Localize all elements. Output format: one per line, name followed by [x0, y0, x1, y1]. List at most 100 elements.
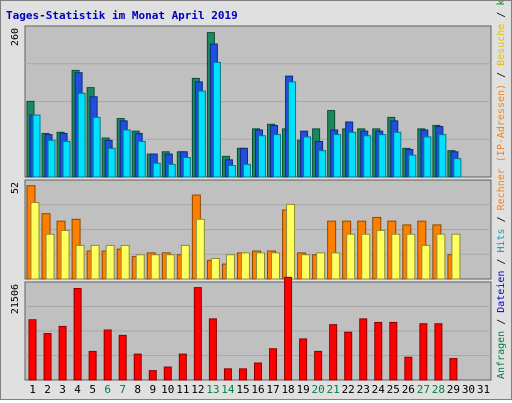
bar-hits-day-16 [257, 135, 266, 178]
x-label-day-11: 11 [176, 383, 189, 396]
bar-kb-f-day-1 [28, 319, 37, 381]
x-label-day-7: 7 [119, 383, 126, 396]
bar-kb-f-day-7 [118, 334, 127, 381]
bar-besuche-day-22 [346, 233, 356, 280]
x-label-day-27: 27 [417, 383, 430, 396]
bar-besuche-day-13 [210, 257, 220, 280]
x-axis-labels: 1 2 3 4 5 6 7 8 9 10 11 12 13 14 15 16 17 18 19 20 21 22 23 24 2… [29, 383, 490, 396]
x-label-day-30: 30 [462, 383, 475, 396]
legend-item: Hits [496, 228, 507, 252]
bar-besuche-day-2 [45, 233, 55, 280]
bar-besuche-day-15 [240, 252, 250, 280]
bar-kb-f-day-14 [223, 368, 232, 381]
bar-besuche-day-8 [135, 254, 145, 280]
x-label-day-4: 4 [74, 383, 81, 396]
bar-besuche-day-4 [75, 244, 85, 280]
x-label-day-28: 28 [432, 383, 445, 396]
bar-kb-f-day-18 [284, 276, 293, 381]
bar-besuche-day-1 [30, 202, 40, 280]
bar-besuche-day-18 [286, 203, 296, 280]
legend-item: Dateien [496, 271, 507, 313]
legend-separator: / [496, 66, 507, 84]
bar-kb-f-day-16 [254, 362, 262, 381]
bar-hits-day-21 [333, 134, 342, 178]
x-label-day-21: 21 [327, 383, 340, 396]
legend-separator: / [496, 313, 507, 331]
bar-besuche-day-16 [255, 252, 265, 280]
chart-title: Tages-Statistik im Monat April 2019 [6, 9, 238, 22]
bar-kb-f-day-26 [404, 356, 413, 381]
chart-legend: Anfragen / Dateien / Hits / Rechner (IP-… [496, 1, 507, 379]
bar-hits-day-9 [152, 162, 161, 178]
x-label-day-20: 20 [312, 383, 325, 396]
legend-separator: / [496, 210, 507, 228]
bar-besuche-day-14 [225, 254, 235, 280]
bar-kb-f-day-4 [73, 287, 82, 381]
bar-kb-f-day-2 [43, 333, 52, 381]
bar-kb-f-day-3 [58, 325, 67, 381]
bar-kb-f-day-21 [329, 324, 338, 381]
x-label-day-2: 2 [44, 383, 51, 396]
bar-hits-day-19 [303, 136, 312, 178]
bar-hits-day-11 [182, 157, 191, 178]
x-label-day-9: 9 [149, 383, 156, 396]
x-label-day-10: 10 [161, 383, 174, 396]
x-label-day-13: 13 [206, 383, 219, 396]
panel-top: 260 [10, 25, 492, 178]
bar-kb-f-day-19 [299, 338, 308, 381]
bar-hits-day-4 [77, 92, 86, 178]
bar-kb-f-day-25 [389, 321, 398, 381]
bar-besuche-day-23 [361, 233, 371, 280]
legend-separator: / [496, 6, 507, 24]
bar-hits-day-12 [197, 90, 206, 178]
x-label-day-1: 1 [29, 383, 36, 396]
bar-kb-f-day-22 [344, 331, 353, 381]
x-label-day-6: 6 [104, 383, 111, 396]
panel-bottom: 21506 [10, 276, 492, 381]
bar-hits-day-15 [242, 163, 251, 178]
panel-middle-max-label: 52 [10, 182, 21, 194]
bar-besuche-day-9 [150, 254, 160, 280]
bar-hits-day-1 [32, 114, 41, 178]
x-label-day-12: 12 [191, 383, 204, 396]
panel-middle: 52 [10, 179, 492, 280]
legend-separator: / [496, 253, 507, 271]
x-label-day-17: 17 [266, 383, 279, 396]
bar-besuche-day-24 [376, 230, 386, 280]
legend-item: Rechner (IP-Adressen) [496, 84, 507, 210]
bar-besuche-day-21 [331, 252, 341, 280]
x-label-day-23: 23 [357, 383, 370, 396]
x-label-day-3: 3 [59, 383, 66, 396]
bar-kb-f-day-9 [148, 370, 157, 381]
bar-hits-day-18 [288, 81, 297, 178]
bar-besuche-day-10 [165, 254, 175, 280]
bar-besuche-day-25 [391, 233, 401, 280]
bar-kb-f-day-5 [88, 350, 97, 381]
legend-item: Besuche [496, 24, 507, 66]
bar-hits-day-14 [227, 165, 236, 178]
bar-hits-day-28 [438, 134, 447, 178]
bar-kb-f-day-27 [419, 323, 428, 381]
bar-kb-f-day-11 [178, 353, 187, 381]
bar-besuche-day-29 [451, 233, 461, 280]
x-label-day-26: 26 [402, 383, 415, 396]
panel-top-max-label: 260 [10, 28, 21, 46]
bar-kb-f-day-20 [314, 350, 323, 381]
x-label-day-5: 5 [89, 383, 96, 396]
bar-hits-day-2 [47, 139, 56, 178]
bar-kb-f-day-15 [238, 368, 247, 381]
bar-hits-day-8 [137, 140, 146, 178]
bar-hits-day-13 [212, 61, 221, 178]
x-label-day-31: 31 [477, 383, 490, 396]
bar-besuche-day-20 [316, 252, 326, 280]
x-label-day-8: 8 [134, 383, 141, 396]
bar-hits-day-26 [408, 154, 417, 178]
bar-kb-f-day-6 [103, 329, 112, 381]
bar-hits-day-5 [92, 116, 101, 178]
bar-kb-f-day-29 [449, 358, 458, 381]
bar-hits-day-29 [453, 158, 462, 178]
x-label-day-19: 19 [296, 383, 309, 396]
legend-item: Anfragen [496, 331, 507, 379]
